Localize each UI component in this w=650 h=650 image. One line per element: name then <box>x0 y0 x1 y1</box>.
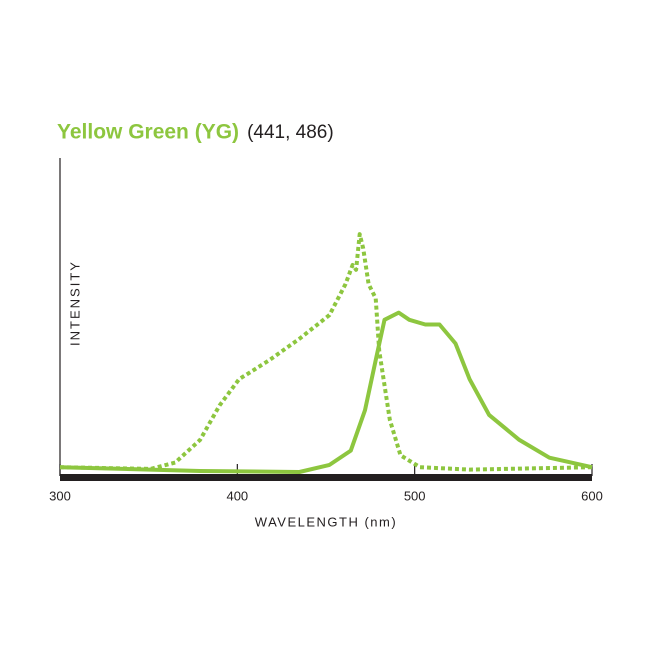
excitation-line <box>59 232 593 472</box>
x-axis-label: WAVELENGTH (nm) <box>255 514 397 529</box>
x-axis <box>60 474 592 481</box>
x-tick-label: 300 <box>49 488 71 503</box>
y-axis-label: INTENSITY <box>67 260 82 346</box>
x-tick-label: 400 <box>226 488 248 503</box>
chart-subtitle: (441, 486) <box>247 122 334 143</box>
emission-line <box>59 310 593 474</box>
x-tick-label: 600 <box>581 488 603 503</box>
chart-title: Yellow Green (YG) <box>57 121 239 144</box>
x-tick-label: 500 <box>404 488 426 503</box>
